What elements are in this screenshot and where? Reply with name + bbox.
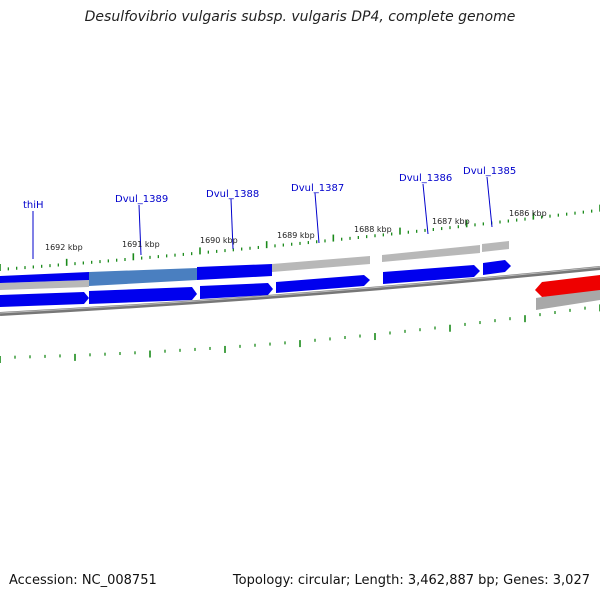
gene-label-dvul-1389[interactable]: Dvul_1389 — [115, 194, 168, 205]
scale-label: 1690 kbp — [200, 236, 238, 245]
scale-labels: 1692 kbp 1691 kbp 1690 kbp 1689 kbp 1688… — [45, 209, 547, 252]
scale-label: 1689 kbp — [277, 231, 315, 240]
cds-reverse-arrow[interactable] — [535, 275, 600, 297]
gene-label-thiH[interactable]: thiH — [23, 200, 44, 211]
cds-arrow[interactable] — [0, 292, 89, 307]
label-leaders — [32, 176, 493, 259]
gene-label-dvul-1388[interactable]: Dvul_1388 — [206, 189, 259, 200]
genome-summary-text: Topology: circular; Length: 3,462,887 bp… — [232, 573, 590, 588]
grey-feature[interactable] — [272, 256, 370, 272]
scale-label: 1691 kbp — [122, 240, 160, 249]
gene-labels: thiH Dvul_1389 Dvul_1388 Dvul_1387 Dvul_… — [23, 166, 516, 211]
feature-track-grey — [0, 241, 600, 310]
grey-feature[interactable] — [0, 280, 89, 290]
scale-label: 1686 kbp — [509, 209, 547, 218]
scale-label: 1687 kbp — [432, 217, 470, 226]
map-title: Desulfovibrio vulgaris subsp. vulgaris D… — [84, 9, 516, 25]
cds-arrow[interactable] — [383, 265, 480, 284]
genome-backbone-highlight — [0, 266, 600, 314]
grey-feature[interactable] — [382, 245, 480, 262]
scale-label: 1688 kbp — [354, 225, 392, 234]
cds-arrow[interactable] — [200, 283, 273, 299]
gene-label-dvul-1385[interactable]: Dvul_1385 — [463, 166, 516, 177]
cds-arrow[interactable] — [89, 287, 197, 304]
cds-dvul-1389[interactable] — [89, 268, 197, 286]
cds-arrow[interactable] — [483, 260, 511, 275]
cds-arrow[interactable] — [276, 275, 370, 293]
gene-label-dvul-1387[interactable]: Dvul_1387 — [291, 183, 344, 194]
genome-backbone — [0, 266, 600, 316]
inner-tick-ring — [0, 304, 600, 363]
cds-thiH[interactable] — [0, 272, 89, 283]
cds-dvul-1388[interactable] — [197, 264, 272, 280]
scale-label: 1692 kbp — [45, 243, 83, 252]
gene-track-upper — [0, 264, 272, 286]
accession-text: Accession: NC_008751 — [9, 573, 157, 588]
gene-label-dvul-1386[interactable]: Dvul_1386 — [399, 173, 452, 184]
grey-feature[interactable] — [482, 241, 509, 252]
cds-arrow-track — [0, 260, 600, 307]
grey-feature[interactable] — [536, 288, 600, 310]
